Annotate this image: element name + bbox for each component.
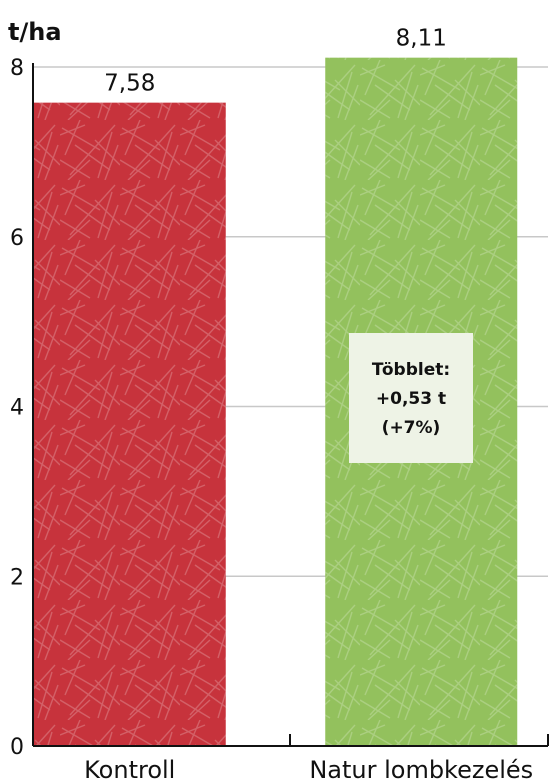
axes: 0 2 4 6 8 Kontroll Natur lombkezelés xyxy=(10,56,549,782)
annotation-line-2: (+7%) xyxy=(382,418,441,438)
value-label-1: 8,11 xyxy=(396,26,447,52)
annotation-line-1: +0,53 t xyxy=(376,389,446,409)
y-tick-label-2: 4 xyxy=(10,396,24,421)
bar-texture-0 xyxy=(33,102,226,746)
bars: 7,58 8,11 Többlet: +0,53 t (+7%) xyxy=(33,26,518,746)
y-tick-label-4: 8 xyxy=(10,56,24,81)
category-label-1: Natur lombkezelés xyxy=(309,756,533,782)
y-tick-label-3: 6 xyxy=(10,226,24,251)
y-tick-label-1: 2 xyxy=(10,565,24,590)
y-tick-label-0: 0 xyxy=(10,735,24,760)
value-label-0: 7,58 xyxy=(104,71,155,97)
y-unit-label: t/ha xyxy=(8,18,62,46)
category-label-0: Kontroll xyxy=(84,756,175,782)
annotation-line-0: Többlet: xyxy=(372,360,450,380)
annotation-box xyxy=(349,333,473,463)
